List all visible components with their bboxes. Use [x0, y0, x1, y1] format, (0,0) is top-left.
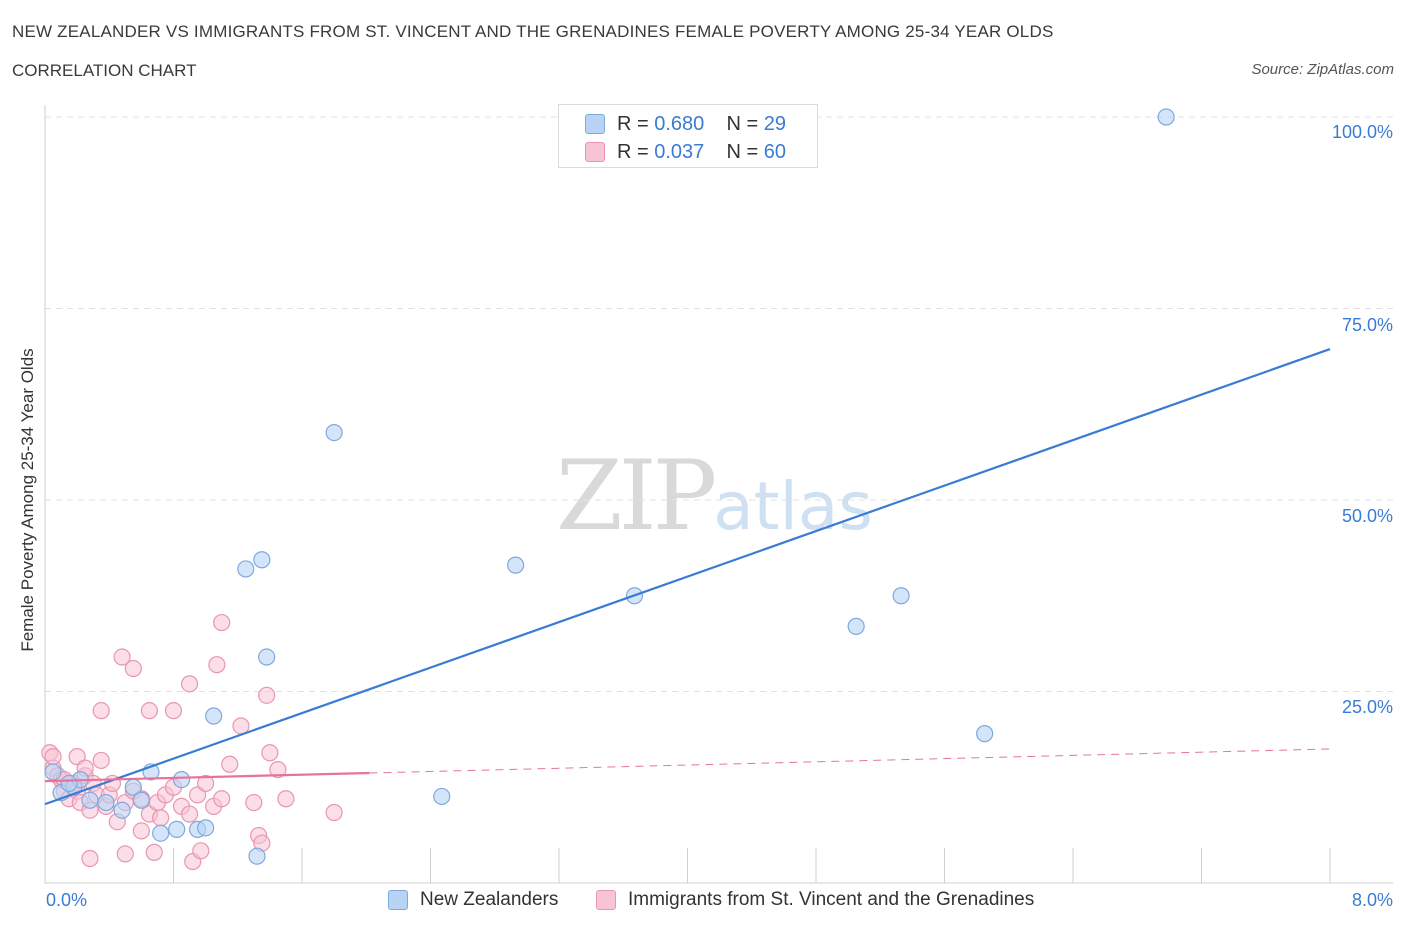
data-point-immigrants — [258, 686, 276, 704]
data-point-new-zealanders — [253, 551, 271, 569]
data-point-new-zealanders — [507, 556, 525, 574]
data-point-new-zealanders — [433, 787, 451, 806]
r-label: R = — [617, 140, 649, 163]
trend-line-new-zealanders — [44, 348, 1331, 806]
legend-item-immigrants: Immigrants from St. Vincent and the Gren… — [596, 889, 1034, 911]
data-point-new-zealanders — [168, 820, 186, 838]
data-point-new-zealanders — [197, 819, 215, 837]
r-value: 0.037 — [654, 140, 705, 163]
data-point-new-zealanders — [172, 770, 191, 789]
data-point-immigrants — [113, 648, 131, 666]
data-point-new-zealanders — [113, 801, 131, 819]
x-tick-label: 0.0% — [46, 890, 88, 910]
data-point-new-zealanders — [132, 791, 150, 809]
data-point-immigrants — [261, 744, 279, 762]
r-value: 0.680 — [654, 112, 705, 135]
data-point-new-zealanders — [325, 423, 343, 442]
legend-row-immigrants: R = 0.037 N = 60 — [585, 140, 786, 164]
data-point-immigrants — [213, 613, 231, 632]
data-point-new-zealanders — [237, 560, 255, 578]
data-point-immigrants — [116, 845, 134, 863]
data-point-new-zealanders — [892, 587, 910, 605]
data-point-immigrants — [124, 659, 142, 678]
data-point-immigrants — [180, 805, 199, 823]
legend-row-new-zealanders: R = 0.680 N = 29 — [585, 112, 786, 136]
x-tick-label: 8.0% — [1351, 890, 1393, 910]
data-point-new-zealanders — [205, 707, 223, 725]
y-tick-label: 75.0% — [1341, 315, 1393, 335]
data-point-immigrants — [44, 748, 62, 766]
data-point-immigrants — [92, 751, 110, 770]
axes — [44, 105, 1393, 884]
data-point-immigrants — [92, 702, 110, 720]
data-point-immigrants — [180, 675, 199, 693]
data-point-new-zealanders — [60, 774, 78, 793]
data-point-immigrants — [325, 803, 343, 822]
legend-swatch-pink — [596, 890, 616, 910]
data-point-new-zealanders — [44, 763, 62, 781]
data-point-new-zealanders — [248, 847, 266, 865]
data-point-new-zealanders — [152, 824, 170, 842]
correlation-legend: R = 0.680 N = 29 R = 0.037 N = 60 — [558, 104, 818, 168]
y-tick-label: 25.0% — [1341, 697, 1393, 717]
legend-label: Immigrants from St. Vincent and the Gren… — [628, 889, 1035, 910]
y-axis-label: Female Poverty Among 25-34 Year Olds — [18, 348, 37, 652]
r-label: R = — [617, 112, 649, 135]
chart-title: NEW ZEALANDER VS IMMIGRANTS FROM ST. VIN… — [12, 22, 1054, 41]
data-point-immigrants — [192, 842, 210, 860]
y-tick-label: 50.0% — [1341, 506, 1393, 526]
data-point-new-zealanders — [847, 617, 865, 635]
n-label: N = — [726, 140, 759, 163]
data-point-immigrants — [208, 656, 226, 674]
n-value: 29 — [763, 112, 787, 135]
data-point-immigrants — [221, 755, 239, 773]
gridlines — [45, 116, 1393, 692]
data-point-immigrants — [164, 702, 183, 720]
legend-item-new-zealanders: New Zealanders — [388, 889, 558, 911]
data-point-immigrants — [245, 793, 263, 812]
y-tick-label: 100.0% — [1331, 122, 1393, 142]
source-label: Source: ZipAtlas.com — [1251, 61, 1394, 78]
trend-line-immigrants-projection — [369, 748, 1331, 774]
data-point-immigrants — [140, 702, 159, 720]
watermark-zip: ZIP — [556, 440, 717, 552]
watermark-atlas: atlas — [713, 468, 873, 545]
data-point-immigrants — [81, 849, 99, 868]
data-point-new-zealanders — [258, 648, 276, 666]
data-point-new-zealanders — [81, 791, 99, 809]
data-point-immigrants — [269, 761, 287, 779]
trend-lines — [44, 348, 1331, 806]
data-point-new-zealanders — [97, 793, 115, 812]
legend-swatch-pink — [585, 142, 605, 162]
zipatlas-watermark: ZIPatlas — [556, 440, 873, 552]
data-point-immigrants — [152, 809, 170, 827]
n-label: N = — [726, 112, 759, 135]
data-point-immigrants — [277, 790, 295, 808]
data-point-new-zealanders — [976, 725, 994, 743]
trend-line-immigrants — [44, 771, 370, 783]
data-point-immigrants — [145, 843, 163, 861]
chart-subtitle: CORRELATION CHART — [12, 61, 197, 80]
legend-label: New Zealanders — [420, 889, 559, 910]
data-point-immigrants — [213, 790, 231, 808]
data-point-new-zealanders — [1157, 108, 1175, 126]
n-value: 60 — [763, 140, 787, 163]
legend-swatch-blue — [388, 890, 408, 910]
data-point-immigrants — [132, 822, 150, 840]
legend-swatch-blue — [585, 114, 605, 134]
series-new-zealanders-points — [44, 108, 1175, 865]
data-point-immigrants — [197, 774, 215, 793]
